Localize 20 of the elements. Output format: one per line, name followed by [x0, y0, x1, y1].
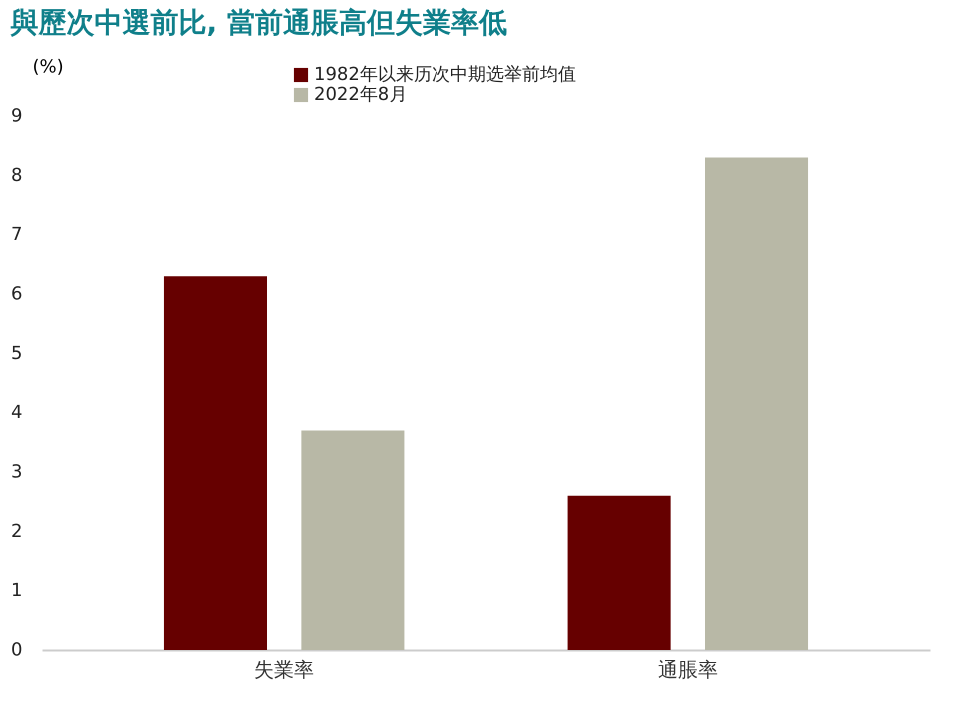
y-tick-label: 5: [11, 342, 22, 364]
y-tick-label: 4: [11, 402, 22, 424]
x-tick-label: 通脹率: [658, 658, 718, 682]
y-tick-label: 9: [11, 106, 22, 126]
y-tick-label: 6: [11, 284, 22, 304]
y-axis-title: (%): [32, 56, 64, 78]
bar: [164, 276, 268, 650]
legend-label: 2022年8月: [314, 84, 408, 105]
bar: [301, 430, 404, 650]
y-tick-label: 3: [11, 462, 22, 482]
y-tick-label: 1: [11, 580, 22, 602]
chart-title: 與歷次中選前比, 當前通脹高但失業率低: [10, 6, 507, 39]
legend-label: 1982年以来历次中期选举前均值: [314, 64, 576, 85]
y-tick-label: 2: [11, 520, 22, 542]
y-tick-label: 0: [11, 640, 22, 660]
y-tick-label: 7: [11, 224, 22, 246]
x-tick-label: 失業率: [254, 658, 314, 682]
bar: [568, 496, 671, 650]
bar: [704, 158, 808, 650]
y-tick-label: 8: [11, 164, 22, 186]
